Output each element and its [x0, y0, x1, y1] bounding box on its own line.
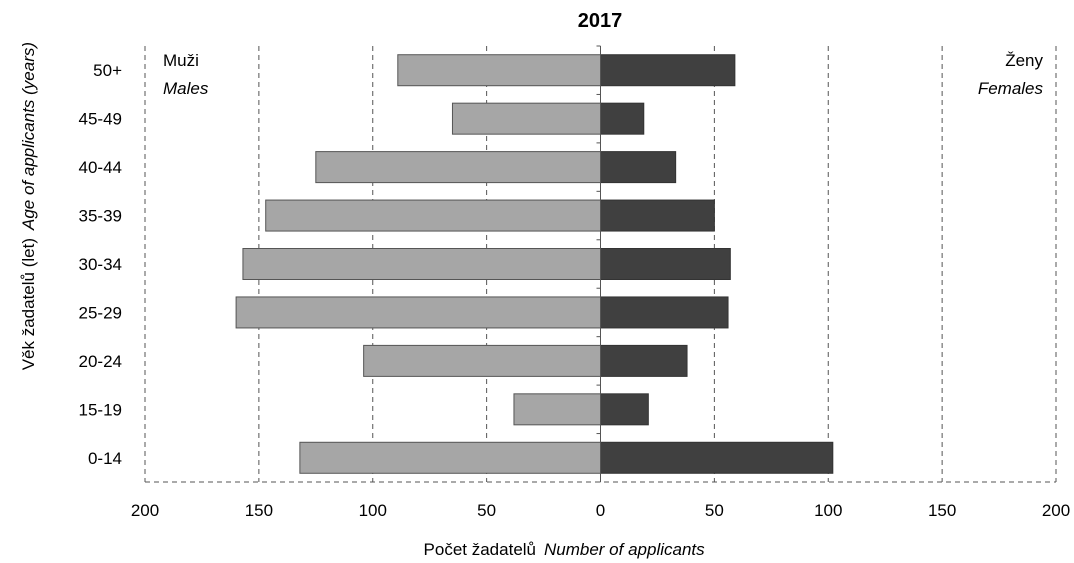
y-axis-label-en: Age of applicants (years): [19, 42, 38, 231]
tick-labels: 0-14 15-19 20-24 25-29 30-34 35-39 40-44 45-49 5…: [79, 61, 1071, 520]
y-tick-label-40-44: 40-44: [79, 158, 122, 177]
y-axis-label-group: Věk žadatelů (let) Age of applicants (ye…: [19, 42, 38, 370]
y-tick-label-15-19: 15-19: [79, 400, 122, 419]
bar-males-30-34: [242, 248, 601, 280]
y-tick-label-50+: 50+: [93, 61, 122, 80]
y-tick-label-45-49: 45-49: [79, 110, 122, 129]
x-tick-label-5: 50: [705, 501, 724, 520]
y-tick-label-35-39: 35-39: [79, 207, 122, 226]
bar-females-15-19: [600, 393, 649, 426]
bar-females-35-39: [600, 199, 715, 232]
axes: [596, 45, 601, 483]
bars: [235, 54, 834, 474]
y-axis-label: Věk žadatelů (let): [19, 238, 38, 370]
x-tick-label-7: 150: [928, 501, 956, 520]
y-tick-label-30-34: 30-34: [79, 255, 122, 274]
x-tick-label-0: 200: [131, 501, 159, 520]
bar-females-20-24: [600, 344, 688, 377]
legend-males: Muži: [163, 51, 199, 70]
x-axis-label-en: Number of applicants: [544, 540, 705, 559]
x-tick-label-8: 200: [1042, 501, 1070, 520]
bar-females-25-29: [600, 296, 729, 329]
bar-males-50+: [397, 54, 601, 87]
x-tick-label-1: 150: [245, 501, 273, 520]
y-tick-label-25-29: 25-29: [79, 303, 122, 322]
bar-males-35-39: [265, 199, 601, 232]
x-tick-label-3: 50: [477, 501, 496, 520]
legend-males-en: Males: [163, 79, 209, 98]
bar-males-40-44: [315, 151, 601, 184]
bar-males-0-14: [299, 441, 601, 474]
bar-males-45-49: [451, 102, 601, 135]
x-tick-label-2: 100: [359, 501, 387, 520]
bar-females-50+: [600, 54, 736, 87]
y-tick-label-20-24: 20-24: [79, 352, 122, 371]
bar-females-30-34: [600, 248, 731, 280]
chart-title: 2017: [578, 10, 623, 32]
bar-males-25-29: [235, 296, 601, 329]
bar-males-15-19: [513, 393, 602, 426]
bar-males-20-24: [363, 344, 602, 377]
y-tick-label-0-14: 0-14: [88, 449, 122, 468]
legend-females-en: Females: [978, 79, 1044, 98]
x-tick-label-6: 100: [814, 501, 842, 520]
bar-females-45-49: [600, 102, 645, 135]
bar-females-40-44: [600, 151, 677, 184]
x-axis-label: Počet žadatelů: [424, 540, 536, 559]
x-tick-label-4: 0: [596, 501, 605, 520]
bar-females-0-14: [600, 441, 834, 474]
legend-females: Ženy: [1005, 51, 1043, 70]
